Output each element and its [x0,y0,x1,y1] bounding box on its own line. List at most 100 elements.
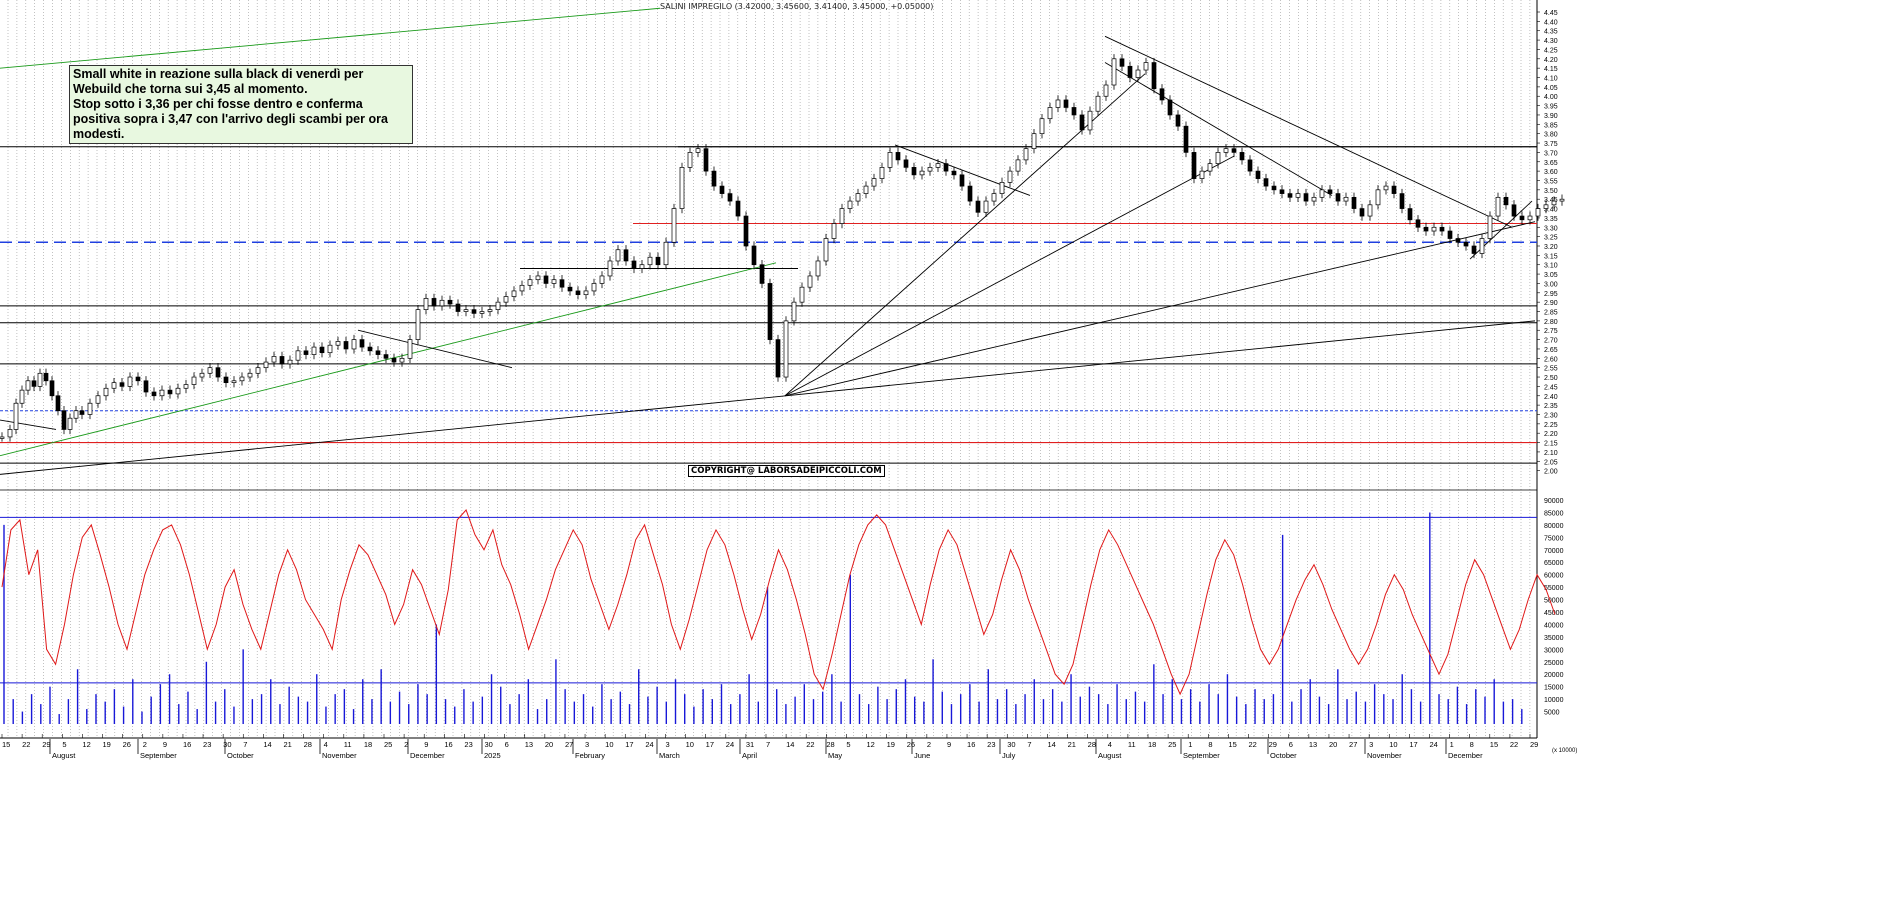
candle-white [863,185,869,194]
x-day-label: 14 [263,740,271,749]
candle-white [1431,226,1437,232]
candle-black [951,170,957,176]
candle-black [1439,226,1445,232]
x-day-label: 23 [987,740,995,749]
candle-white [207,367,213,374]
candle-white [463,309,469,312]
candles [0,54,1565,442]
candle-white [991,193,997,202]
analysis-note: Small white in reazione sulla black di v… [69,65,413,144]
candle-black [471,309,477,314]
candle-white [887,152,893,168]
trend-line [0,419,57,430]
price-tick-label: 2.20 [1544,431,1558,438]
x-day-label: 16 [183,740,191,749]
candle-black [751,245,757,266]
x-day-label: 26 [907,740,915,749]
x-day-label: 15 [1490,740,1498,749]
copyright-label: COPYRIGHT@ LABORSADEIPICCOLI.COM [688,465,885,477]
candle-white [879,167,885,179]
candle-white [111,382,117,389]
candle-white [415,309,421,340]
candle-black [967,185,973,202]
candle-white [1103,84,1109,97]
candle-white [103,387,109,397]
candle-black [559,279,565,288]
trend-line [357,329,513,369]
candle-white [1495,196,1501,217]
volume-tick-label: 45000 [1544,610,1564,617]
candle-white [639,264,645,269]
x-month-label: October [227,751,254,760]
x-day-label: 5 [62,740,66,749]
price-tick-label: 4.40 [1544,19,1558,26]
candle-white [511,290,517,297]
x-day-label: 30 [485,740,493,749]
candle-white [423,298,429,310]
candle-white [1055,99,1061,108]
candle-white [479,311,485,314]
price-tick-label: 2.25 [1544,422,1558,429]
candle-black [79,410,85,415]
x-day-label: 4 [324,740,328,749]
candle-white [983,200,989,213]
candle-white [1047,107,1053,120]
candle-black [303,350,309,355]
candle-white [647,256,653,266]
candle-black [319,346,325,354]
price-tick-label: 3.70 [1544,150,1558,157]
candle-white [599,275,605,284]
candle-white [95,395,101,404]
price-tick-label: 3.85 [1544,122,1558,129]
x-day-label: 8 [1470,740,1474,749]
volume-tick-label: 25000 [1544,660,1564,667]
candle-white [87,402,93,415]
candle-black [1119,58,1125,67]
candle-white [239,376,245,382]
candle-black [1503,196,1509,206]
price-tick-label: 2.35 [1544,403,1558,410]
price-tick-label: 2.05 [1544,459,1558,466]
candle-white [7,429,13,438]
candle-white [263,361,269,369]
candle-black [743,215,749,247]
candle-black [455,303,461,312]
x-day-label: 22 [1249,740,1257,749]
candle-black [1271,185,1277,191]
candle-black [767,283,773,340]
price-tick-label: 3.10 [1544,263,1558,270]
price-tick-label: 3.55 [1544,178,1558,185]
x-day-label: 21 [283,740,291,749]
price-tick-label: 2.50 [1544,375,1558,382]
volume-tick-label: 75000 [1544,535,1564,542]
x-day-label: 7 [766,740,770,749]
candle-black [1255,170,1261,179]
volume-tick-label: 20000 [1544,672,1564,679]
candle-white [67,417,73,430]
price-tick-label: 3.75 [1544,141,1558,148]
candle-white [231,380,237,384]
candle-white [1527,215,1533,221]
candle-black [1079,114,1085,131]
candle-white [783,320,789,378]
price-tick-label: 3.00 [1544,281,1558,288]
x-day-label: 17 [1409,740,1417,749]
candle-white [791,301,797,322]
candle-black [623,249,629,262]
volume-tick-label: 90000 [1544,498,1564,505]
price-tick-label: 2.75 [1544,328,1558,335]
candle-white [487,309,493,312]
chart-title: SALINI IMPREGILO (3.42000, 3.45600, 3.41… [660,2,934,11]
x-day-label: 30 [223,740,231,749]
candle-white [1295,193,1301,198]
x-day-label: 27 [565,740,573,749]
candle-white [839,208,845,224]
price-tick-label: 4.05 [1544,85,1558,92]
candle-white [583,290,589,296]
candle-black [49,380,55,397]
candle-black [343,341,349,350]
volume-tick-label: 35000 [1544,635,1564,642]
x-day-label: 2 [404,740,408,749]
volume-tick-label: 70000 [1544,548,1564,555]
candle-black [655,256,661,266]
